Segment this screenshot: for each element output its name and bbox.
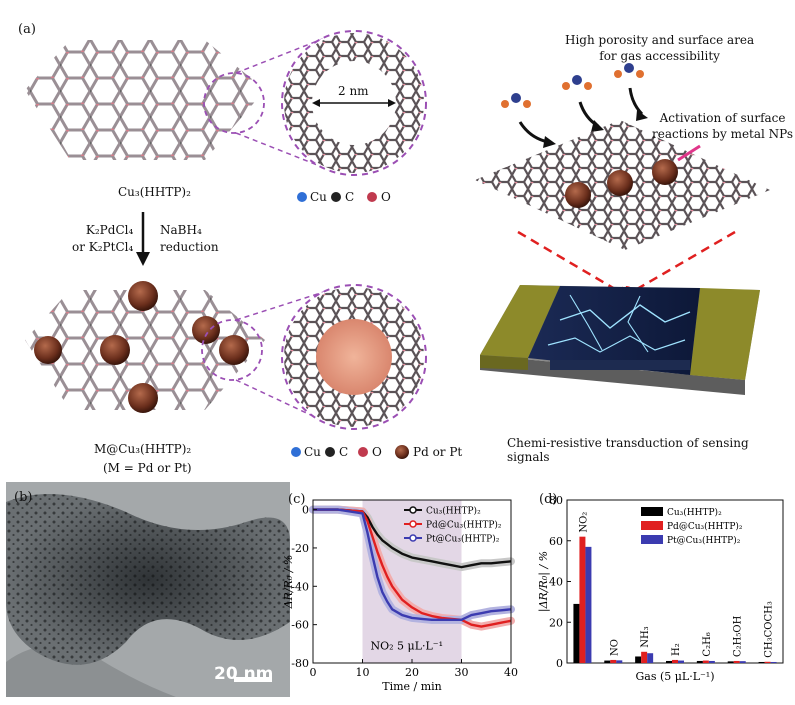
- legend-c-bottom-label: C: [339, 445, 349, 459]
- tem-scalebar-label: 20 nm: [214, 664, 274, 684]
- activation-text: Activation of surface reactions by metal…: [652, 111, 794, 141]
- legend-label-2: Pt@Cu₃(HHTP)₂: [426, 534, 500, 545]
- x-axis-label: Gas (5 μL·L⁻¹): [635, 670, 714, 683]
- bar-5-1: [733, 660, 740, 663]
- exposure-annotation: NO₂ 5 μL·L⁻¹: [371, 640, 444, 653]
- legend-label-1: Pd@Cu₃(HHTP)₂: [426, 520, 502, 531]
- y-tick-label-4: 80: [549, 494, 563, 507]
- y-tick-label-1: 20: [549, 616, 563, 629]
- legend-cu-bottom: [291, 447, 301, 457]
- bar-5-0: [727, 661, 734, 663]
- reagent-left: K₂PdCl₄ or K₂PtCl₄: [72, 223, 134, 254]
- chart-d: NO₂ NO NH₃ H₂ C₂H₆ C₂H₅OH CH₃COCH₃ 0 20 40 60 80 Gas…: [537, 494, 784, 683]
- bar-6-2: [770, 661, 777, 663]
- transduction-text: Chemi-resistive transduction of sensing …: [507, 436, 749, 464]
- y-tick-label-4: -80: [291, 657, 309, 670]
- mof-label-top: Cu₃(HHTP)₂: [118, 185, 191, 199]
- legend-cu-top-label: Cu: [310, 190, 327, 204]
- composite-note: (M = Pd or Pt): [103, 461, 192, 475]
- panel-b-letter: (b): [14, 490, 33, 505]
- legend-o-top: [367, 192, 377, 202]
- x-axis-label: Time / min: [382, 680, 442, 693]
- legend-swatch-1: [641, 521, 663, 530]
- legend-swatch-2: [641, 535, 663, 544]
- series-line-1: [313, 508, 512, 628]
- bar-1-0: [604, 660, 611, 663]
- bar-1-1: [610, 659, 617, 663]
- category-label-4: C₂H₆: [702, 632, 713, 656]
- category-label-0: NO₂: [578, 512, 589, 533]
- panel-d-letter: (d): [539, 492, 558, 507]
- y-tick-label-3: 60: [549, 535, 563, 548]
- y-tick-label-2: -40: [291, 580, 309, 593]
- legend-cu-top: [297, 192, 307, 202]
- legend-np-bottom: [395, 445, 409, 459]
- bar-1-2: [616, 660, 623, 663]
- pore-size-label: 2 nm: [336, 84, 371, 98]
- legend-marker-1: [409, 520, 417, 528]
- legend-marker-2: [409, 534, 417, 542]
- bar-2-1: [641, 651, 648, 663]
- mof-lattice-top: [25, 40, 265, 160]
- legend-o-top-label: O: [381, 190, 391, 204]
- legend-swatch-0: [641, 507, 663, 516]
- legend-o-bottom-label: O: [372, 445, 382, 459]
- porosity-text: High porosity and surface area for gas a…: [565, 33, 755, 63]
- x-tick-label-4: 40: [504, 666, 518, 679]
- panel-a-graphic: [25, 30, 770, 459]
- gas-molecules: [501, 63, 644, 108]
- category-label-2: NH₃: [640, 626, 651, 647]
- bar-0-2: [585, 546, 592, 663]
- legend-c-top-label: C: [345, 190, 355, 204]
- reagent-right: NaBH₄ reduction: [160, 223, 219, 254]
- bar-5-2: [739, 661, 746, 663]
- x-tick-label-2: 20: [405, 666, 419, 679]
- chart-c: 0 10 20 30 40 0 -20 -40 -60 -80 Time / min ΔR/R₀ / …: [282, 499, 518, 693]
- legend-label-0: Cu₃(HHTP)₂: [667, 507, 722, 518]
- bar-6-0: [758, 661, 765, 663]
- bar-6-1: [764, 661, 771, 663]
- bar-4-2: [708, 660, 715, 663]
- legend-o-bottom: [358, 447, 368, 457]
- y-tick-label-3: -60: [291, 619, 309, 632]
- x-tick-label-1: 10: [356, 666, 370, 679]
- bar-0-1: [579, 536, 586, 663]
- category-label-1: NO: [609, 639, 620, 656]
- panel-a-letter: (a): [18, 22, 36, 37]
- bar-4-0: [696, 660, 703, 663]
- legend-np-bottom-label: Pd or Pt: [413, 445, 463, 459]
- tem-texture: [6, 482, 290, 697]
- category-label-3: H₂: [671, 643, 682, 656]
- y-tick-label-2: 40: [549, 576, 563, 589]
- series-line-0: [313, 508, 512, 569]
- tem-image: [6, 482, 290, 697]
- legend-marker-0: [409, 506, 417, 514]
- composite-label: M@Cu₃(HHTP)₂: [94, 442, 192, 456]
- y-axis-label: ΔR/R₀ / %: [282, 555, 295, 610]
- legend-c-bottom: [325, 447, 335, 457]
- legend-label-1: Pd@Cu₃(HHTP)₂: [667, 521, 743, 532]
- bar-3-2: [678, 660, 684, 663]
- panel-c-letter: (c): [288, 492, 306, 507]
- bar-0-0: [573, 603, 580, 663]
- bar-3-1: [672, 659, 678, 663]
- bar-3-0: [666, 660, 672, 663]
- series-line-2: [313, 508, 512, 622]
- legend-label-0: Cu₃(HHTP)₂: [426, 506, 481, 517]
- sensor-device: [480, 285, 760, 395]
- bar-4-1: [702, 660, 709, 663]
- y-tick-label-0: 0: [302, 504, 309, 517]
- category-label-5: C₂H₅OH: [733, 615, 744, 657]
- y-tick-label-1: -20: [291, 542, 309, 555]
- y-tick-label-0: 0: [556, 657, 563, 670]
- bar-2-2: [647, 653, 654, 663]
- legend-cu-bottom-label: Cu: [304, 445, 321, 459]
- legend-c-top: [331, 192, 341, 202]
- x-tick-label-3: 30: [455, 666, 469, 679]
- legend-label-2: Pt@Cu₃(HHTP)₂: [667, 535, 741, 546]
- x-tick-label-0: 0: [310, 666, 317, 679]
- y-axis-label: |ΔR/R₀| / %: [537, 551, 551, 612]
- bar-2-0: [635, 656, 642, 663]
- category-label-6: CH₃COCH₃: [764, 601, 775, 658]
